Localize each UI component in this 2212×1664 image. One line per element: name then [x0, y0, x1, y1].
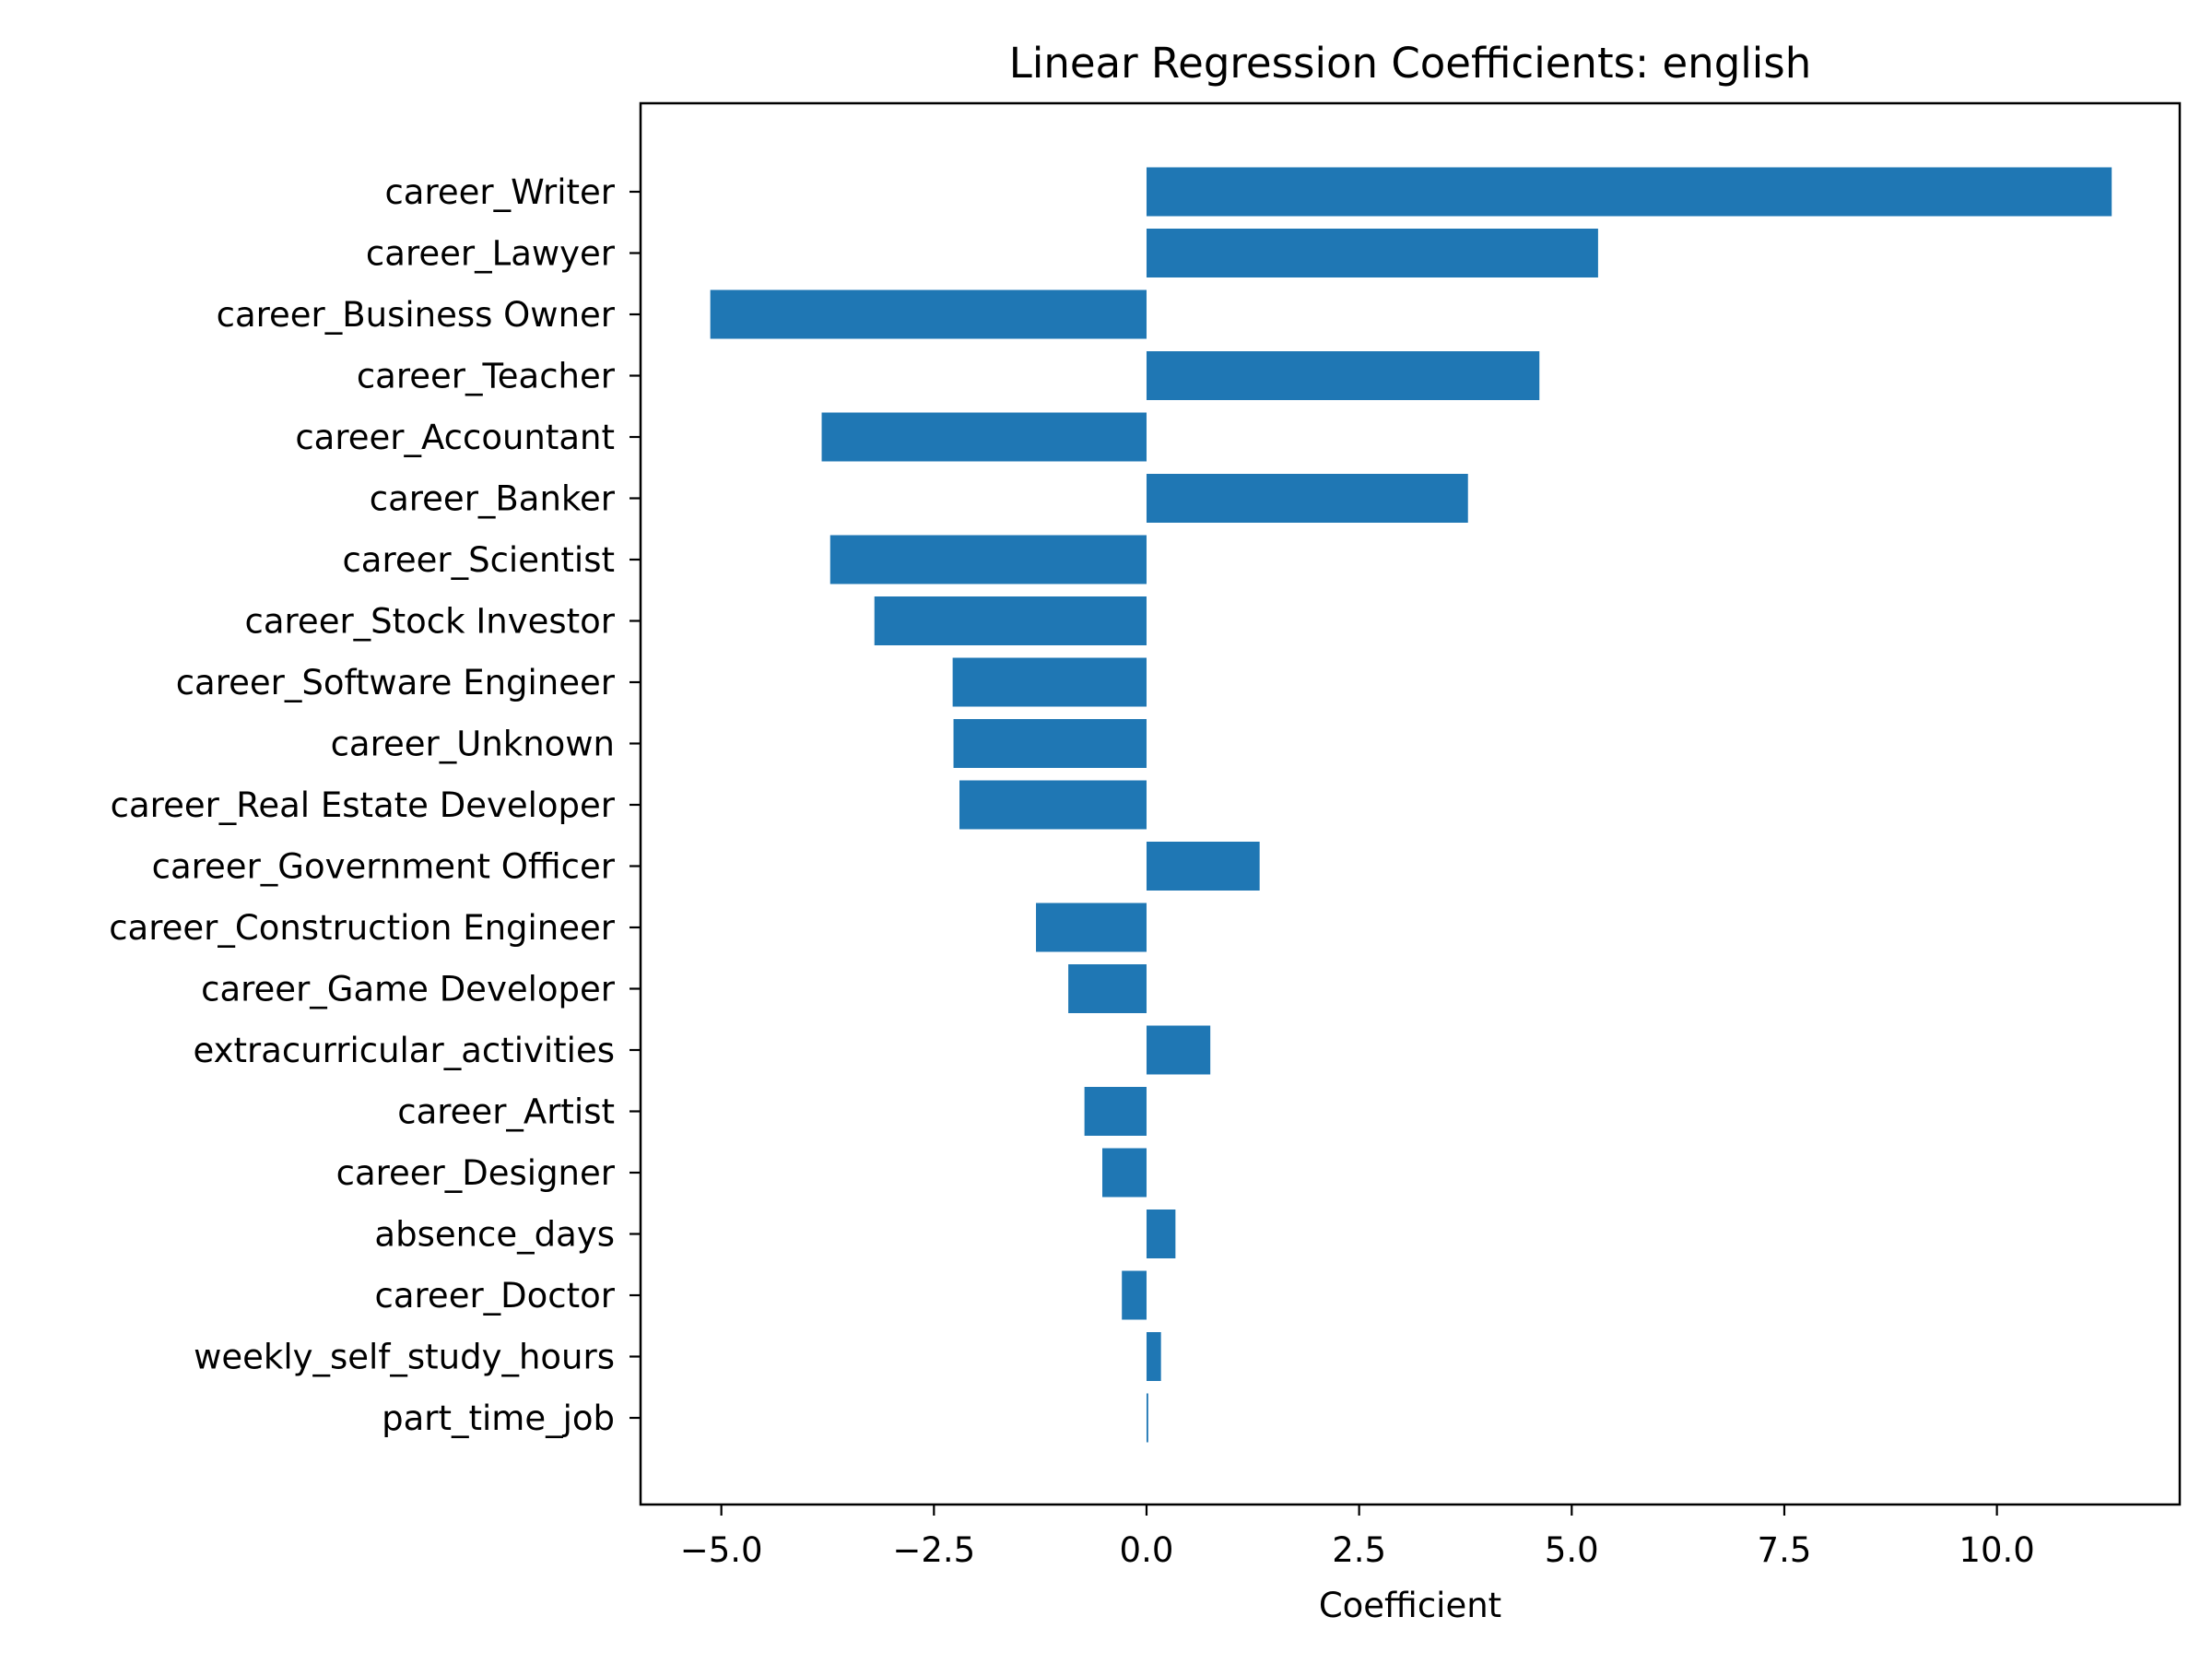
bar [952, 657, 1147, 707]
y-tick-label: weekly_self_study_hours [194, 1338, 615, 1377]
y-tick-label: absence_days [374, 1215, 615, 1255]
x-tick-label: −2.5 [892, 1530, 975, 1570]
y-tick-label: career_Artist [397, 1092, 615, 1132]
y-tick-label: career_Unknown [331, 725, 615, 764]
y-tick-label: career_Construction Engineer [109, 908, 616, 948]
y-axis-ticks: career_Writer career_Lawyer career_Busines… [109, 172, 641, 1438]
plot-area-frame [639, 101, 2182, 1506]
bar [1146, 1393, 1148, 1443]
bar [874, 596, 1147, 645]
bar [1084, 1087, 1147, 1136]
y-tick-label: career_Business Owner [217, 295, 616, 335]
bar [1146, 167, 2112, 217]
bar [830, 535, 1147, 584]
y-tick-label: career_Banker [370, 479, 616, 519]
bar [1146, 474, 1468, 523]
bar [959, 780, 1147, 830]
y-tick-label: part_time_job [382, 1398, 615, 1438]
bar [1146, 351, 1540, 400]
x-tick-label: 7.5 [1758, 1530, 1812, 1570]
chart-title: Linear Regression Coefficients: english [1009, 39, 1812, 88]
bar [1146, 1025, 1211, 1075]
bar [953, 719, 1147, 768]
x-tick-label: 2.5 [1332, 1530, 1386, 1570]
bar [1068, 964, 1147, 1013]
x-tick-label: 10.0 [1959, 1530, 2034, 1570]
x-tick-label: 0.0 [1120, 1530, 1174, 1570]
bar [1122, 1270, 1147, 1320]
bar [1146, 1210, 1176, 1258]
bar [1146, 1332, 1161, 1381]
y-tick-label: career_Software Engineer [176, 663, 616, 702]
y-tick-label: career_Stock Investor [245, 602, 616, 642]
x-tick-label: −5.0 [680, 1530, 763, 1570]
y-tick-label: career_Real Estate Developer [111, 785, 616, 825]
y-tick-label: career_Game Developer [201, 970, 616, 1009]
bar [1102, 1148, 1147, 1198]
y-tick-label: career_Doctor [375, 1276, 616, 1316]
x-axis-label: Coefficient [1319, 1586, 1501, 1625]
bar [821, 412, 1147, 462]
bar [1146, 842, 1260, 891]
y-tick-label: career_Government Officer [152, 847, 616, 887]
y-tick-label: career_Scientist [342, 540, 615, 580]
x-tick-label: 5.0 [1545, 1530, 1599, 1570]
y-tick-label: extracurricular_activities [193, 1031, 615, 1070]
bars-group [710, 167, 2112, 1443]
bar [710, 289, 1147, 339]
bar [1146, 229, 1598, 277]
y-tick-label: career_Teacher [357, 357, 616, 396]
y-tick-label: career_Writer [384, 172, 615, 212]
bar [1036, 903, 1147, 952]
y-tick-label: career_Lawyer [366, 234, 616, 274]
y-tick-label: career_Accountant [295, 418, 615, 457]
y-tick-label: career_Designer [336, 1153, 616, 1193]
x-axis-ticks: −5.0 −2.5 0.0 2.5 5.0 7.5 10.0 [680, 1505, 2035, 1570]
